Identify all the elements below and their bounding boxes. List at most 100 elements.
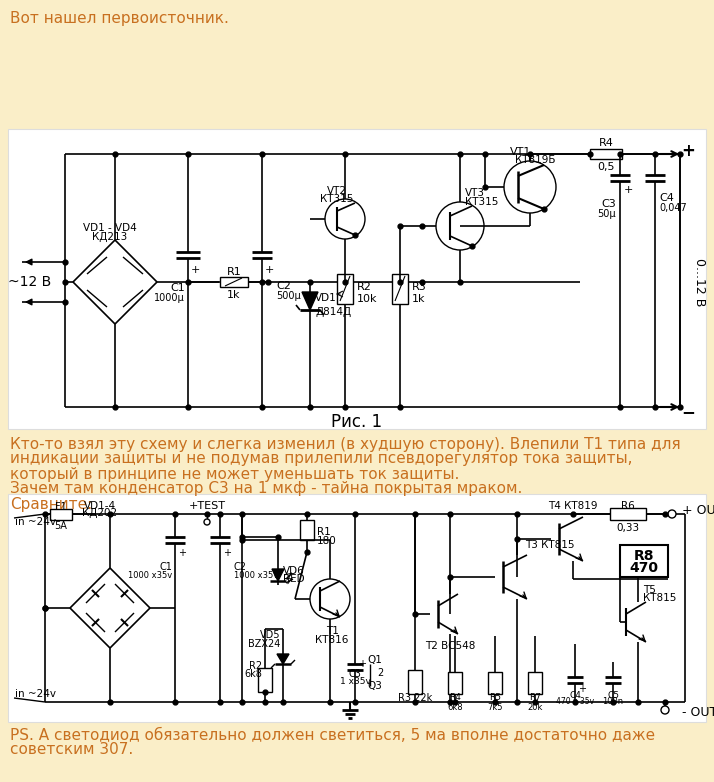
Text: Сравните:: Сравните: (10, 497, 92, 511)
Bar (8, 129, 706, 429)
Text: R5: R5 (489, 694, 501, 702)
Text: R4: R4 (449, 694, 461, 702)
Text: R8: R8 (634, 549, 654, 563)
Text: индикации защиты и не подумав прилепили псевдорегулятор тока защиты,: индикации защиты и не подумав прилепили … (10, 451, 633, 467)
Text: Зачем там конденсатор С3 на 1 мкф - тайна покрытая мраком.: Зачем там конденсатор С3 на 1 мкф - тайн… (10, 482, 523, 497)
Text: RED: RED (283, 574, 305, 584)
Text: советским 307.: советским 307. (10, 742, 134, 758)
Text: VT2: VT2 (327, 186, 347, 196)
Text: 1k: 1k (227, 290, 241, 300)
Text: +: + (223, 548, 231, 558)
Text: 1000μ: 1000μ (154, 293, 185, 303)
Text: PS. А светодиод обязательно должен светиться, 5 ма вполне достаточно даже: PS. А светодиод обязательно должен свети… (10, 727, 655, 743)
Text: 7k5: 7k5 (487, 702, 503, 712)
Text: T2 BC548: T2 BC548 (425, 641, 476, 651)
Text: −: − (681, 403, 695, 421)
Text: +: + (624, 185, 633, 195)
Text: R1: R1 (226, 267, 241, 277)
Bar (590, 149, 622, 159)
Text: VT3: VT3 (465, 188, 485, 198)
Text: 6k8: 6k8 (244, 669, 262, 679)
Polygon shape (272, 569, 284, 581)
Text: T3 КТ815: T3 КТ815 (525, 540, 575, 550)
Text: +: + (265, 265, 274, 275)
Bar (488, 672, 502, 694)
Text: C2: C2 (276, 281, 291, 291)
Text: 1000 x35v: 1000 x35v (234, 571, 278, 579)
Circle shape (325, 199, 365, 239)
Text: - OUT: - OUT (682, 705, 714, 719)
Text: +: + (681, 142, 695, 160)
Bar (300, 520, 314, 540)
Text: C3: C3 (348, 669, 361, 679)
Circle shape (310, 579, 350, 619)
Text: VD1-4: VD1-4 (84, 501, 116, 511)
Circle shape (504, 161, 556, 213)
Text: 500μ: 500μ (276, 291, 301, 301)
Text: КТ819Б: КТ819Б (515, 155, 555, 165)
Text: КТ815: КТ815 (643, 593, 676, 603)
Bar (220, 277, 248, 287)
Text: 6k8: 6k8 (447, 702, 463, 712)
Text: C3: C3 (601, 199, 616, 209)
Text: T1: T1 (326, 626, 338, 636)
Text: 1 x35v: 1 x35v (340, 677, 371, 687)
Text: КТ315: КТ315 (465, 197, 498, 207)
Bar (620, 545, 668, 577)
Text: 470: 470 (630, 561, 658, 575)
Text: R6: R6 (621, 501, 635, 511)
Text: который в принципе не может уменьшать ток защиты.: который в принципе не может уменьшать то… (10, 467, 459, 482)
Circle shape (436, 202, 484, 250)
Text: T5: T5 (643, 585, 656, 595)
Text: Д814Д: Д814Д (315, 307, 351, 317)
Text: in ~24v: in ~24v (15, 689, 56, 699)
Text: R2: R2 (249, 661, 262, 671)
Text: Q1: Q1 (368, 655, 383, 665)
Text: BZX24: BZX24 (248, 639, 280, 649)
Circle shape (668, 510, 676, 518)
Text: +: + (358, 659, 366, 669)
Text: КТ315: КТ315 (321, 194, 353, 204)
Text: 20k: 20k (528, 702, 543, 712)
Text: R1: R1 (317, 527, 331, 537)
Text: 2: 2 (377, 668, 383, 678)
Text: VT1: VT1 (510, 147, 531, 157)
Bar (528, 672, 542, 694)
Circle shape (661, 706, 669, 714)
Circle shape (204, 519, 210, 525)
Text: 1k: 1k (412, 294, 426, 304)
Polygon shape (302, 292, 318, 310)
Text: КТ816: КТ816 (316, 635, 348, 645)
Text: + OUT: + OUT (682, 504, 714, 518)
Bar (8, 494, 706, 722)
Bar (448, 672, 462, 694)
Text: Q3: Q3 (368, 681, 383, 691)
Text: 5A: 5A (54, 521, 67, 531)
Text: VD6: VD6 (283, 566, 305, 576)
Text: +TEST: +TEST (188, 501, 226, 511)
Text: VD5: VD5 (259, 630, 280, 640)
Text: Рис. 1: Рис. 1 (331, 413, 383, 431)
Polygon shape (277, 654, 289, 664)
Text: T4 КТ819: T4 КТ819 (548, 501, 598, 511)
Text: in ~24v: in ~24v (15, 517, 56, 527)
Text: VD1: VD1 (315, 293, 337, 303)
Text: VD1 - VD4: VD1 - VD4 (83, 223, 137, 233)
Text: C5: C5 (607, 691, 619, 700)
Text: ~12 В: ~12 В (9, 275, 51, 289)
Text: 470 x 35v: 470 x 35v (556, 698, 594, 706)
Text: +: + (178, 548, 186, 558)
Text: R7: R7 (529, 694, 541, 702)
Text: F1: F1 (55, 502, 67, 512)
Text: 0,33: 0,33 (616, 523, 640, 533)
Bar (337, 274, 353, 304)
Text: КД202: КД202 (82, 508, 118, 518)
Bar (50, 509, 72, 520)
Text: C1: C1 (170, 283, 185, 293)
Text: R4: R4 (598, 138, 613, 148)
Text: R3: R3 (412, 282, 427, 292)
Text: 0,047: 0,047 (659, 203, 687, 213)
Text: Вот нашел первоисточник.: Вот нашел первоисточник. (10, 10, 229, 26)
Bar (408, 670, 422, 694)
Text: C4: C4 (569, 691, 581, 700)
